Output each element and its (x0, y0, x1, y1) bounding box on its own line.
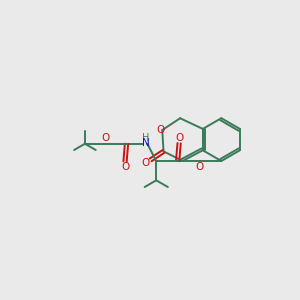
Text: O: O (142, 158, 150, 168)
Text: O: O (196, 162, 204, 172)
Text: O: O (175, 133, 183, 142)
Text: H: H (142, 133, 150, 143)
Text: O: O (121, 162, 129, 172)
Text: O: O (157, 125, 165, 135)
Text: O: O (101, 133, 109, 143)
Text: N: N (142, 138, 150, 148)
